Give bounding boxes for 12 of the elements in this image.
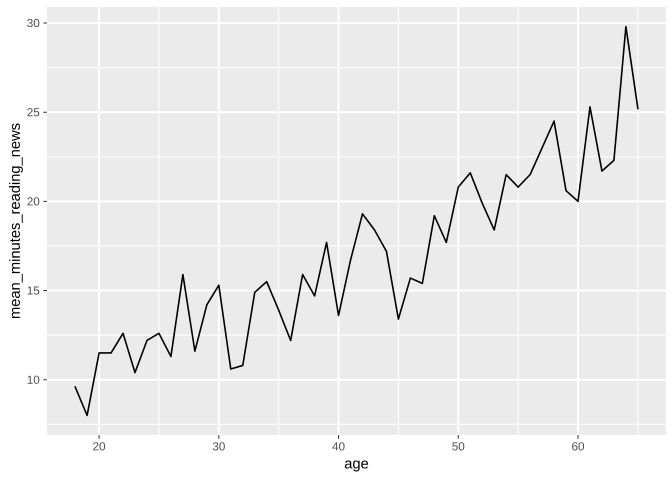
x-tick-label: 40 — [332, 442, 345, 450]
x-axis-title: age — [344, 460, 368, 472]
y-tick-label: 10 — [28, 376, 40, 384]
x-tick-label: 30 — [212, 442, 225, 450]
y-axis-title: mean_minutes_reading_news — [9, 124, 23, 318]
x-tick-label: 20 — [93, 442, 106, 450]
y-tick-label: 20 — [27, 197, 40, 206]
y-tick-label: 15 — [28, 286, 40, 295]
y-tick-label: 30 — [27, 18, 40, 28]
x-tick-label: 50 — [452, 442, 464, 450]
y-tick-label: 25 — [27, 108, 40, 116]
x-tick-label: 60 — [572, 442, 584, 450]
